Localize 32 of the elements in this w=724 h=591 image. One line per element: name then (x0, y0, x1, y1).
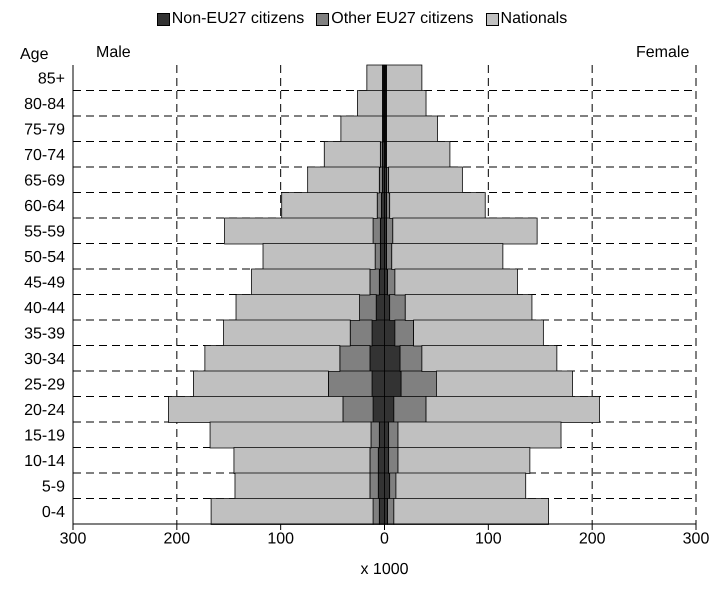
y-tick-label: 50-54 (24, 248, 66, 266)
y-tick-label: 30-34 (24, 350, 66, 368)
x-tick-label: 300 (60, 530, 86, 548)
y-tick-label: 80-84 (24, 96, 66, 113)
y-tick-label: 25-29 (24, 376, 66, 394)
y-tick-label: 40-44 (24, 300, 66, 317)
y-tick-label: 15-19 (24, 427, 66, 444)
x-tick-label: 0 (380, 530, 390, 548)
y-tick-label: 65-69 (24, 172, 66, 190)
x-tick-label: 200 (163, 530, 190, 548)
legend-label: Non-EU27 citizens (172, 10, 304, 28)
y-tick-label: 20-24 (24, 402, 66, 419)
y-tick-label: 75-79 (24, 121, 66, 138)
y-tick-label: 60-64 (24, 198, 66, 215)
y-tick-label: 85+ (38, 70, 65, 88)
y-tick-label: 35-39 (24, 325, 66, 342)
legend-label: Other EU27 citizens (331, 10, 474, 28)
text: Male (96, 44, 131, 62)
y-tick-label: 0-4 (42, 504, 66, 521)
legend-label: Nationals (500, 10, 568, 28)
x-tick-label: 100 (474, 530, 502, 548)
x-tick-label: 300 (682, 530, 710, 548)
y-tick-label: 10-14 (24, 452, 66, 470)
y-tick-label: 70-74 (24, 146, 66, 164)
x-tick-label: 200 (578, 530, 606, 548)
y-axis-title: Age (20, 46, 48, 64)
y-tick-label: 55-59 (24, 223, 66, 240)
text: Female (636, 44, 690, 62)
y-tick-label: 5-9 (42, 478, 66, 496)
y-tick-label: 45-49 (24, 274, 66, 292)
x-axis-title: x 1000 (360, 561, 409, 578)
x-tick-label: 100 (267, 530, 294, 548)
